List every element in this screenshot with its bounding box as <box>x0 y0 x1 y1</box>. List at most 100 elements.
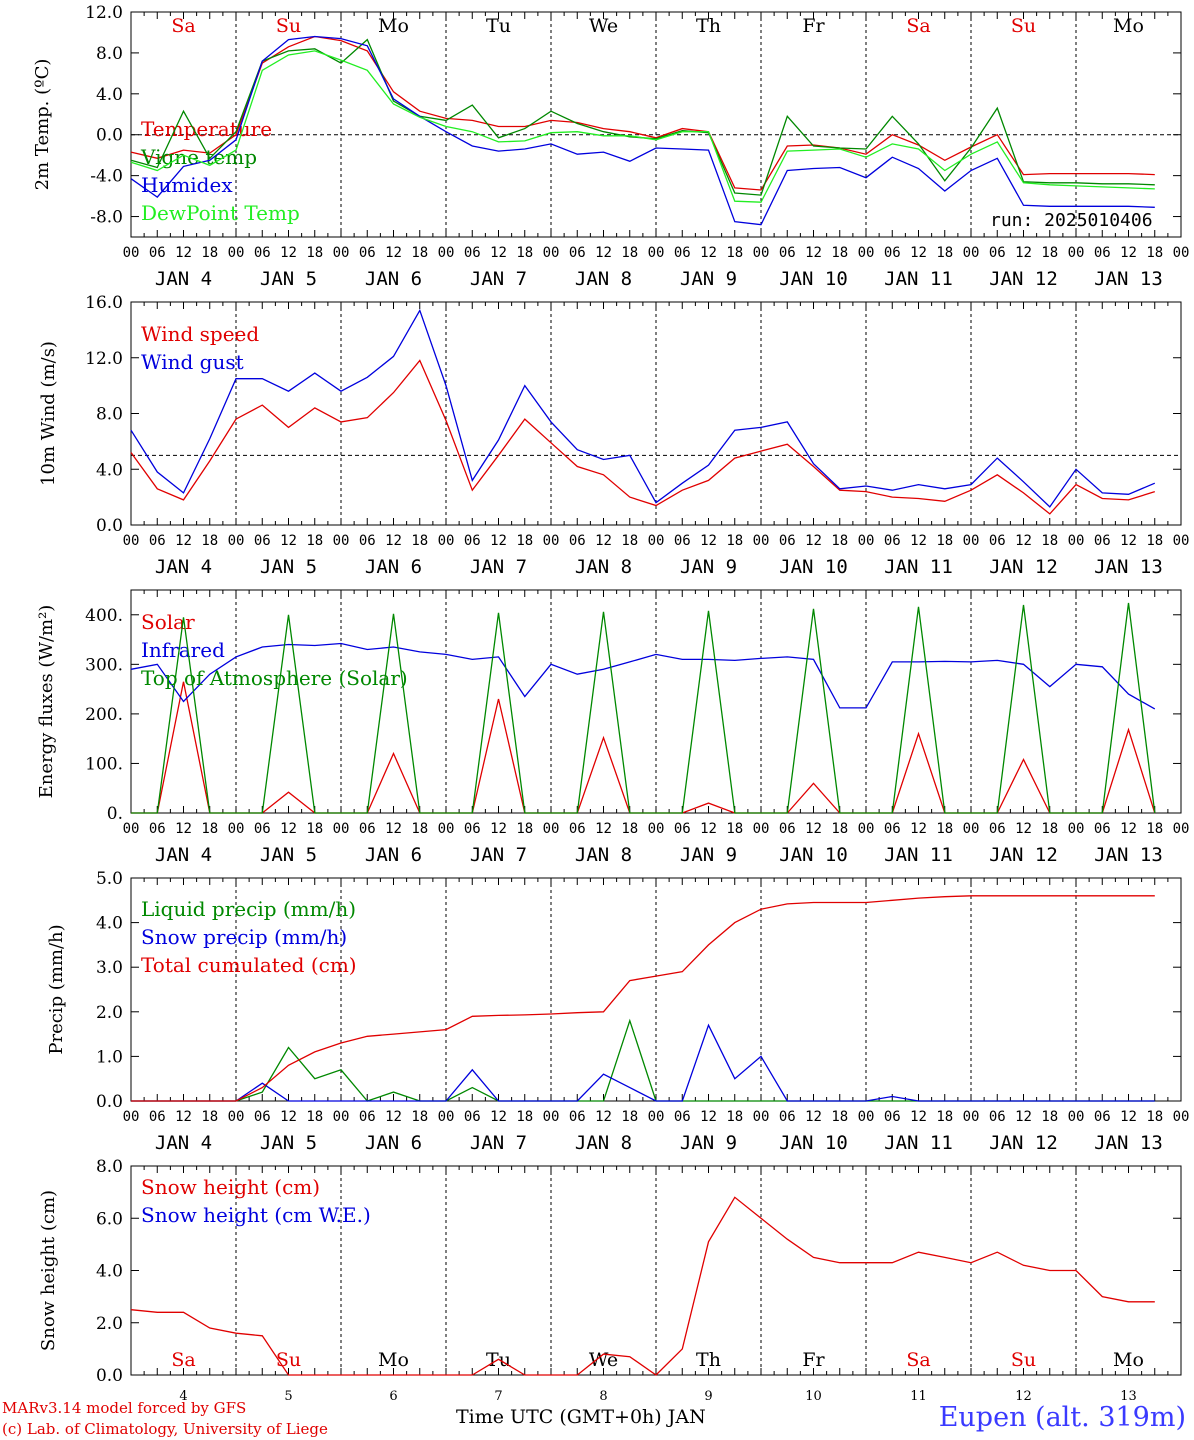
hour-tick-label: 00 <box>753 245 770 261</box>
y-tick-label: 1.0 <box>96 1047 123 1067</box>
hour-tick-label: 00 <box>858 245 875 261</box>
hour-tick-label: 18 <box>201 245 218 261</box>
hour-tick-label: 00 <box>228 533 245 549</box>
hour-tick-label: 18 <box>201 533 218 549</box>
hour-tick-label: 12 <box>1015 821 1032 837</box>
series-line-snow-height-cm- <box>130 1196 1155 1376</box>
hour-tick-label: 06 <box>884 533 901 549</box>
hour-tick-label: 18 <box>936 821 953 837</box>
run-label: run: 2025010406 <box>990 210 1153 231</box>
hour-tick-label: 12 <box>175 245 192 261</box>
legend-entry: Humidex <box>141 173 233 197</box>
hour-tick-label: 00 <box>123 245 140 261</box>
hour-tick-label: 06 <box>989 245 1006 261</box>
series-line-dewpoint-temp <box>130 50 1155 203</box>
day-label: JAN 12 <box>989 268 1058 290</box>
hour-tick-label: 00 <box>438 533 455 549</box>
hour-tick-label: 06 <box>464 533 481 549</box>
day-label: JAN 9 <box>680 1132 737 1154</box>
y-tick-label: 8.0 <box>96 44 123 64</box>
hour-tick-label: 00 <box>1173 821 1190 837</box>
day-label: JAN 4 <box>155 268 212 290</box>
hour-tick-label: 12 <box>910 533 927 549</box>
credit-line-1: MARv3.14 model forced by GFS <box>2 1399 247 1417</box>
day-number-label: 8 <box>599 1389 607 1404</box>
y-tick-label: 0.0 <box>96 516 123 536</box>
hour-tick-label: 00 <box>333 245 350 261</box>
weekday-label: Su <box>1011 1349 1036 1371</box>
hour-tick-label: 06 <box>884 245 901 261</box>
y-tick-label: 12.0 <box>85 3 123 23</box>
hour-tick-label: 06 <box>989 533 1006 549</box>
hour-tick-label: 12 <box>700 821 717 837</box>
y-tick-label: 12.0 <box>85 349 123 369</box>
hour-tick-label: 06 <box>254 1109 271 1125</box>
hour-tick-label: 18 <box>306 821 323 837</box>
hour-tick-label: 12 <box>1120 1109 1137 1125</box>
weekday-label: Fr <box>802 15 825 37</box>
hour-tick-label: 00 <box>543 1109 560 1125</box>
hour-tick-label: 18 <box>726 245 743 261</box>
legend-entry: Infrared <box>141 638 225 662</box>
y-tick-label: 5.0 <box>96 869 123 889</box>
y-tick-label: 2.0 <box>96 1314 123 1334</box>
hour-tick-label: 12 <box>280 821 297 837</box>
series-line-solar <box>131 681 1156 814</box>
hour-tick-label: 12 <box>1015 533 1032 549</box>
hour-tick-label: 06 <box>254 245 271 261</box>
weekday-label: Su <box>1011 15 1036 37</box>
hour-tick-label: 12 <box>805 1109 822 1125</box>
hour-tick-label: 00 <box>543 245 560 261</box>
hour-tick-label: 12 <box>595 1109 612 1125</box>
hour-tick-label: 06 <box>569 821 586 837</box>
hour-tick-label: 06 <box>1094 245 1111 261</box>
day-label: JAN 9 <box>680 844 737 866</box>
hour-tick-label: 06 <box>779 821 796 837</box>
hour-tick-label: 18 <box>306 1109 323 1125</box>
hour-tick-label: 06 <box>884 1109 901 1125</box>
hour-tick-label: 00 <box>858 821 875 837</box>
hour-tick-label: 18 <box>936 245 953 261</box>
hour-tick-label: 00 <box>1068 533 1085 549</box>
day-label: JAN 8 <box>575 844 632 866</box>
y-axis-label: Snow height (cm) <box>38 1190 59 1351</box>
series-line-humidex <box>130 35 1155 226</box>
hour-tick-label: 12 <box>910 1109 927 1125</box>
hour-tick-label: 00 <box>543 821 560 837</box>
day-label: JAN 12 <box>989 556 1058 578</box>
day-label: JAN 10 <box>779 556 848 578</box>
hour-tick-label: 00 <box>963 1109 980 1125</box>
y-tick-label: 4.0 <box>96 85 123 105</box>
series-line-wind-speed <box>130 359 1155 515</box>
hour-tick-label: 06 <box>254 821 271 837</box>
day-label: JAN 11 <box>884 844 953 866</box>
hour-tick-label: 18 <box>516 821 533 837</box>
day-label: JAN 6 <box>365 1132 422 1154</box>
day-label: JAN 13 <box>1094 1132 1163 1154</box>
x-axis-title: Time UTC (GMT+0h) JAN <box>456 1406 706 1428</box>
hour-tick-label: 06 <box>254 533 271 549</box>
hour-tick-label: 18 <box>726 821 743 837</box>
hour-tick-label: 06 <box>149 245 166 261</box>
hour-tick-label: 12 <box>700 1109 717 1125</box>
hour-tick-label: 12 <box>910 245 927 261</box>
day-label: JAN 10 <box>779 268 848 290</box>
series-line-total-cumulated-cm- <box>131 895 1155 1102</box>
hour-tick-label: 00 <box>438 245 455 261</box>
hour-tick-label: 12 <box>1015 245 1032 261</box>
day-number-label: 4 <box>179 1389 187 1404</box>
hour-tick-label: 06 <box>569 533 586 549</box>
day-number-label: 7 <box>494 1389 502 1404</box>
legend-entry: Temperature <box>141 117 272 141</box>
hour-tick-label: 12 <box>490 245 507 261</box>
series-line-infrared <box>130 642 1156 710</box>
day-number-label: 5 <box>284 1389 292 1404</box>
hour-tick-label: 00 <box>228 1109 245 1125</box>
hour-tick-label: 18 <box>1041 245 1058 261</box>
hour-tick-label: 00 <box>228 245 245 261</box>
hour-tick-label: 18 <box>831 1109 848 1125</box>
legend-entry: Wind gust <box>141 350 244 374</box>
hour-tick-label: 12 <box>385 821 402 837</box>
hour-tick-label: 12 <box>1120 245 1137 261</box>
series-line-snow-precip-mm-h- <box>131 1023 1155 1102</box>
